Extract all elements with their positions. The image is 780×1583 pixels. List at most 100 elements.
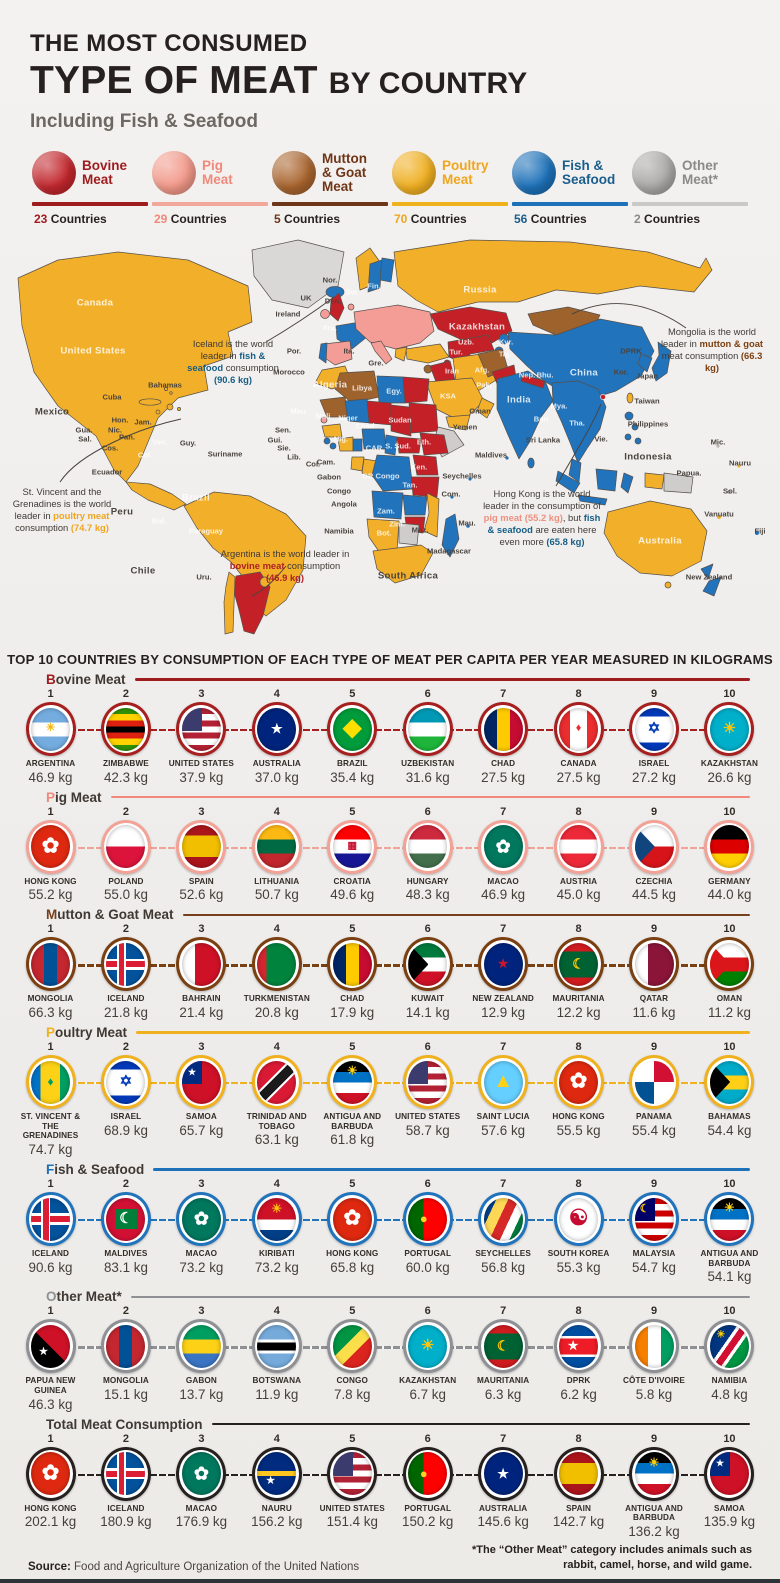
country-name: BRAZIL [336, 759, 368, 768]
flag-badge: ✿ [478, 819, 529, 874]
consumption-value: 45.0 kg [556, 887, 601, 903]
consumption-value: 21.8 kg [103, 1005, 148, 1021]
consumption-value: 73.2 kg [254, 1259, 299, 1275]
flag-AG: ☀ [709, 1197, 749, 1241]
rank-entry: 8 ★ DPRK 6.2 kg [542, 1305, 615, 1411]
rank-entry: 6 KUWAIT 14.1 kg [391, 923, 464, 1020]
rank-entry: 10 OMAN 11.2 kg [693, 923, 766, 1020]
rank-number: 3 [198, 1305, 205, 1318]
consumption-value: 54.4 kg [707, 1122, 752, 1138]
flag-badge [251, 819, 302, 874]
rank-number: 4 [273, 805, 280, 818]
rank-number: 6 [424, 923, 431, 936]
consumption-value: 11.2 kg [707, 1005, 751, 1021]
country-name: AUSTRIA [560, 876, 598, 886]
country-name: MAURITANIA [552, 994, 605, 1004]
rank-entry: 9 CZECHIA 44.5 kg [618, 805, 691, 902]
rank-entry: 6 ● PORTUGAL 150.2 kg [391, 1433, 464, 1539]
country-name: ISRAEL [110, 1112, 142, 1122]
rank-entry: 8 ♦ CANADA 27.5 kg [542, 688, 615, 785]
legend-item-other: Other Meat* 2 Countries [632, 149, 748, 226]
country-name: CHAD [491, 759, 516, 768]
rank-entry: 7 CHAD 27.5 kg [467, 688, 540, 785]
rank-number: 3 [198, 1041, 205, 1054]
rank-number: 9 [650, 1305, 658, 1318]
country-name: CÔTE D'IVOIRE [623, 1376, 685, 1386]
rank-entry: 3 SPAIN 52.6 kg [165, 805, 238, 902]
rank-number: 3 [198, 688, 205, 700]
flag-badge: ✡ [100, 1055, 151, 1110]
consumption-value: 68.9 kg [103, 1122, 148, 1138]
flag-badge [176, 937, 227, 992]
rank-entry: 10 ☀ NAMIBIA 4.8 kg [693, 1305, 766, 1411]
rank-number: 3 [198, 805, 205, 818]
map-annotation-hong-kong: Hong Kong is the world leader in the con… [483, 488, 601, 548]
consumption-value: 150.2 kg [402, 1514, 454, 1530]
rank-entry: 8 ✿ HONG KONG 55.5 kg [542, 1041, 615, 1157]
country-name: PAPUA NEW GUINEA [25, 1376, 76, 1396]
flag-HK: ✿ [332, 1197, 372, 1241]
pig-icon [152, 151, 196, 195]
rank-number: 2 [122, 923, 129, 936]
flag-badge: ● [402, 1192, 453, 1247]
flag-badge [402, 937, 453, 992]
consumption-value: 37.0 kg [254, 769, 299, 785]
consumption-value: 4.8 kg [711, 1387, 748, 1403]
rank-number: 1 [47, 1178, 54, 1191]
footnote: *The “Other Meat” category includes anim… [472, 1544, 752, 1572]
section-heading-mutton-goat: Mutton & Goat Meat [46, 907, 750, 922]
flag-badge [704, 937, 755, 992]
consumption-value: 202.1 kg [24, 1514, 77, 1530]
rank-entry: 10 GERMANY 44.0 kg [693, 806, 766, 902]
consumption-value: 7.8 kg [334, 1387, 371, 1403]
flag-badge [176, 819, 227, 874]
flag-badge: ✡ [629, 702, 679, 756]
rank-number: 9 [650, 805, 658, 818]
rank-number: 1 [47, 805, 54, 818]
rank-row-fish-seafood: 1 ICELAND 90.6 kg 2 ☾ MALDIVES 83.1 kg 3 ✿ MACAO 7… [12, 1178, 768, 1284]
flag-badge: ☀ [704, 1192, 755, 1247]
rank-entry: 1 ☀ ARGENTINA 46.9 kg [14, 688, 87, 785]
flag-MN [31, 942, 70, 986]
flag-BH [181, 942, 221, 986]
rank-entry: 5 UNITED STATES 151.4 kg [316, 1433, 389, 1539]
consumption-value: 90.6 kg [28, 1259, 73, 1275]
flag-MV: ☾ [106, 1197, 146, 1241]
country-name: TURKMENISTAN [243, 994, 310, 1004]
source-text: Food and Agriculture Organization of the… [74, 1561, 360, 1573]
flag-US [332, 1452, 372, 1496]
flag-AU: ★ [483, 1452, 523, 1496]
flag-HK: ✿ [31, 1452, 70, 1496]
rank-entry: 4 TRINIDAD AND TOBAGO 63.1 kg [240, 1041, 313, 1157]
consumption-value: 56.8 kg [481, 1259, 526, 1275]
rank-entry: 10 BAHAMAS 54.4 kg [693, 1041, 766, 1157]
flag-badge: ♦ [553, 702, 604, 756]
rank-number: 5 [349, 1178, 356, 1191]
legend-item-fish-seafood: Fish & Seafood 56 Countries [512, 149, 628, 226]
consumption-value: 156.2 kg [251, 1514, 303, 1530]
connector-line [42, 1082, 738, 1085]
flag-TT [257, 1060, 297, 1104]
legend-count-other: 2 Countries [634, 212, 701, 226]
rank-number: 10 [723, 923, 736, 936]
cow-icon [32, 151, 76, 195]
country-name: CZECHIA [635, 876, 673, 886]
rank-number: 8 [575, 688, 582, 700]
consumption-value: 46.9 kg [28, 769, 73, 785]
country-name: MACAO [185, 1249, 218, 1259]
legend-item-mutton-goat: Mutton & Goat Meat 5 Countries [272, 149, 388, 226]
flag-BR: ◆ [332, 707, 372, 751]
country-name: PORTUGAL [404, 1503, 452, 1513]
rank-entry: 1 ♦ ST. VINCENT & THE GRENADINES 74.7 kg [14, 1041, 87, 1157]
rank-number: 10 [723, 1305, 736, 1318]
rank-number: 5 [349, 688, 356, 700]
rank-entry: 4 BOTSWANA 11.9 kg [240, 1305, 313, 1411]
consumption-value: 135.9 kg [703, 1514, 756, 1530]
flag-CA: ♦ [559, 707, 599, 751]
consumption-value: 145.6 kg [477, 1514, 529, 1530]
flag-CZ [634, 825, 674, 869]
flag-KR: ☯ [559, 1197, 599, 1241]
flag-US [181, 707, 221, 751]
rank-entry: 7 ★ AUSTRALIA 145.6 kg [467, 1433, 540, 1539]
rank-number: 9 [650, 1432, 658, 1445]
